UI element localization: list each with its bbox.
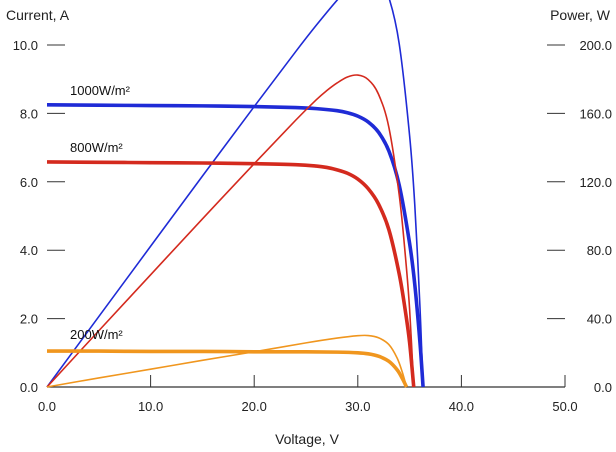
left-y-tick-label: 2.0 [20, 312, 38, 327]
tick-layer: 0.0 10.0 20.0 30.0 40.0 50.0 0.0 2.0 4.0 6.0 8.0 10… [13, 38, 612, 414]
left-y-tick-label: 4.0 [20, 243, 38, 258]
x-tick-label: 0.0 [38, 399, 56, 414]
current-curve-1000w-m [46, 103, 425, 388]
power-curve-200w-m [46, 334, 408, 388]
x-axis-title: Voltage, V [275, 431, 339, 447]
series-label-1000w-m: 1000W/m² [70, 83, 131, 98]
series-label-200w-m: 200W/m² [70, 327, 123, 342]
left-axis-title: Current, A [6, 7, 70, 23]
left-y-tick-label: 10.0 [13, 38, 38, 53]
right-y-tick-label: 0.0 [594, 380, 612, 395]
right-axis-title: Power, W [550, 7, 611, 23]
x-tick-label: 10.0 [138, 399, 163, 414]
x-tick-label: 50.0 [552, 399, 577, 414]
right-y-tick-label: 120.0 [579, 175, 612, 190]
x-tick-label: 20.0 [242, 399, 267, 414]
current-curve-200w-m [46, 349, 409, 388]
series-label-800w-m: 800W/m² [70, 140, 123, 155]
series-label-layer: 1000W/m² 800W/m² 200W/m² [70, 83, 131, 342]
right-y-tick-label: 200.0 [579, 38, 612, 53]
x-tick-label: 30.0 [345, 399, 370, 414]
left-y-tick-label: 6.0 [20, 175, 38, 190]
left-y-tick-label: 0.0 [20, 380, 38, 395]
right-y-tick-label: 40.0 [587, 312, 612, 327]
power-curve-1000w-m [46, 0, 424, 388]
current-curve-800w-m [46, 160, 416, 388]
x-tick-label: 40.0 [449, 399, 474, 414]
left-y-tick-label: 8.0 [20, 106, 38, 121]
right-y-tick-label: 80.0 [587, 243, 612, 258]
power-curve-800w-m [46, 74, 415, 388]
curve-layer [46, 0, 425, 388]
right-y-tick-label: 160.0 [579, 106, 612, 121]
